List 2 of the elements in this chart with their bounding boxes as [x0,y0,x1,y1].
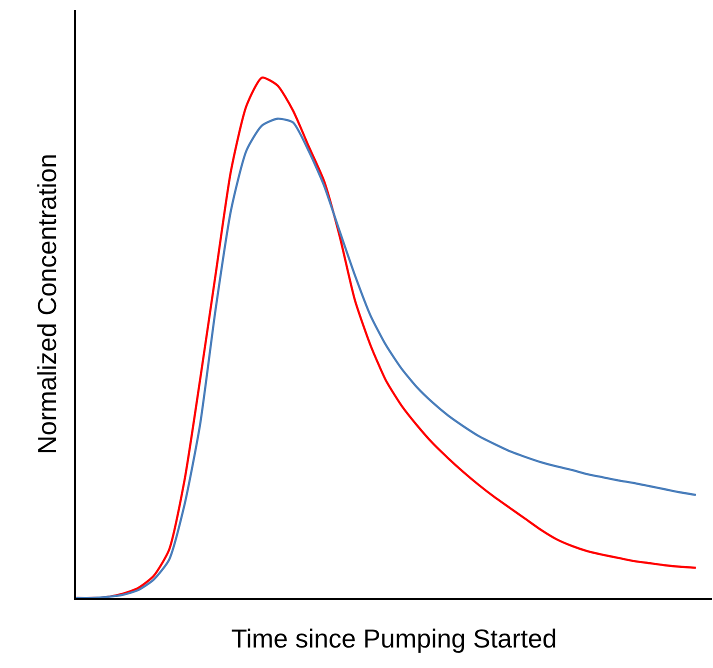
x-axis-title: Time since Pumping Started [231,623,557,654]
y-axis-title: Normalized Concentration [32,154,62,454]
